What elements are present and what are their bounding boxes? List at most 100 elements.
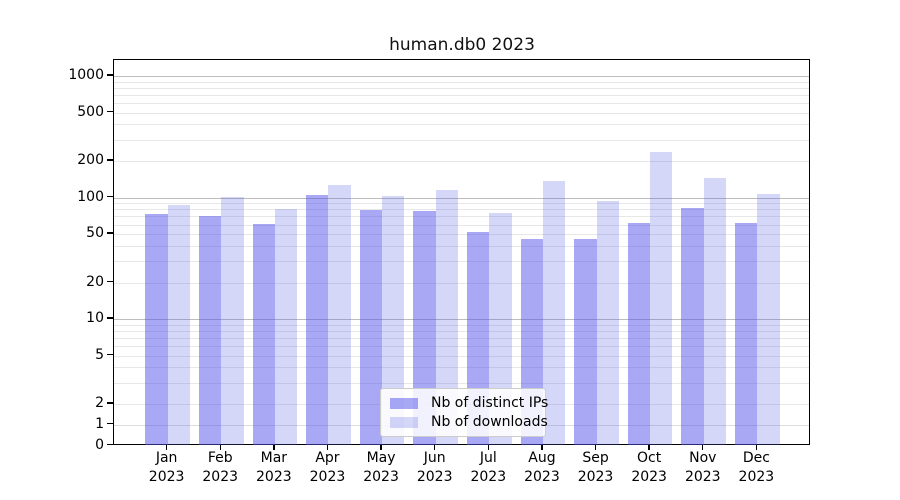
x-tick-mark (541, 445, 543, 450)
y-tick-label: 0 (95, 436, 104, 453)
gridline-minor (114, 87, 809, 89)
gridline-minor (114, 81, 809, 83)
gridline-minor (114, 282, 809, 284)
y-tick-mark (107, 280, 113, 283)
gridline-major (114, 197, 809, 199)
bar-distinct-ips (413, 210, 436, 446)
x-tick-label: Apr 2023 (309, 450, 346, 485)
gridline-minor (114, 203, 809, 205)
gridline-major (114, 76, 809, 78)
gridline-minor (114, 124, 809, 126)
bar-downloads (489, 212, 512, 446)
bar-downloads (382, 196, 405, 446)
bar-downloads (328, 184, 351, 446)
gridline-minor (114, 245, 809, 247)
gridline-minor (114, 112, 809, 114)
bar-downloads (596, 201, 619, 446)
legend-row-distinct-ips: Nb of distinct IPs (390, 395, 548, 411)
y-tick-mark (107, 232, 113, 234)
x-tick-label: Oct 2023 (631, 450, 667, 485)
bar-distinct-ips (198, 215, 222, 446)
legend-swatch-distinct-ips-icon (390, 397, 418, 409)
x-tick-label: Feb 2023 (202, 450, 239, 485)
gridline-minor (114, 355, 809, 357)
x-tick-mark (165, 445, 168, 450)
x-tick-label: Jan 2023 (148, 450, 185, 485)
y-tick-mark (107, 443, 113, 446)
bar-distinct-ips (627, 222, 651, 446)
y-tick-mark (107, 402, 113, 404)
y-tick-label: 10 (86, 310, 104, 327)
y-tick-label: 200 (77, 152, 104, 168)
gridline-minor (114, 367, 809, 369)
bar-distinct-ips (574, 238, 597, 446)
bar-downloads (221, 197, 244, 446)
y-tick-label: 20 (86, 273, 104, 290)
y-tick-label: 100 (77, 188, 104, 205)
y-tick-mark (107, 195, 113, 198)
y-tick-label: 1 (95, 415, 104, 432)
bar-downloads (274, 208, 298, 446)
x-tick-label: Aug 2023 (524, 450, 560, 485)
bar-downloads (167, 204, 190, 446)
bar-distinct-ips (145, 214, 168, 446)
x-tick-mark (487, 445, 489, 450)
x-tick-label: Jul 2023 (470, 450, 507, 485)
x-tick-mark (648, 445, 650, 450)
x-tick-mark (326, 445, 329, 450)
x-tick-mark (273, 445, 275, 450)
gridline-minor (114, 382, 809, 384)
gridline-minor (114, 209, 809, 211)
gridline-minor (114, 330, 809, 332)
x-tick-mark (380, 445, 382, 450)
legend-swatch-downloads-icon (390, 416, 418, 428)
x-tick-label: Nov 2023 (684, 450, 721, 485)
bar-distinct-ips (735, 222, 758, 446)
y-tick-mark (107, 353, 113, 356)
bar-downloads (703, 177, 727, 446)
x-tick-mark (702, 445, 704, 450)
x-tick-label: Dec 2023 (738, 450, 775, 485)
y-tick-label: 50 (86, 225, 104, 242)
x-tick-mark (219, 445, 221, 450)
x-tick-label: Jun 2023 (416, 450, 453, 485)
legend-row-downloads: Nb of downloads (390, 414, 548, 430)
gridline-minor (114, 324, 809, 326)
x-tick-mark (433, 445, 436, 450)
gridline-minor (114, 346, 809, 348)
legend-label-downloads: Nb of downloads (431, 414, 548, 430)
gridline-minor (114, 139, 809, 141)
gridline-minor (114, 261, 809, 263)
y-tick-mark (107, 317, 113, 319)
gridline-minor (114, 224, 809, 226)
y-tick-label: 500 (77, 103, 104, 120)
legend-label-distinct-ips: Nb of distinct IPs (431, 395, 549, 411)
x-tick-label: Mar 2023 (256, 450, 292, 485)
gridline-major (114, 319, 809, 321)
y-tick-mark (107, 110, 113, 113)
bar-downloads (542, 180, 566, 446)
bar-distinct-ips (306, 195, 329, 446)
gridline-minor (114, 337, 809, 339)
y-tick-label: 1000 (68, 67, 104, 84)
bar-distinct-ips (359, 210, 383, 446)
bar-downloads (435, 189, 458, 446)
x-tick-label: Sep 2023 (577, 450, 614, 485)
gridline-minor (114, 103, 809, 105)
y-tick-mark (107, 159, 113, 161)
gridline-minor (114, 161, 809, 162)
gridline-minor (114, 216, 809, 218)
gridline-minor (114, 94, 809, 96)
chart-title: human.db0 2023 (389, 35, 535, 55)
y-tick-label: 5 (95, 346, 104, 363)
bar-downloads (650, 152, 673, 446)
y-tick-mark (107, 74, 113, 76)
x-tick-mark (594, 445, 597, 450)
y-tick-label: 2 (95, 395, 104, 411)
bar-distinct-ips (252, 223, 275, 446)
y-tick-mark (107, 423, 113, 425)
bar-downloads (757, 194, 780, 446)
bar-distinct-ips (681, 208, 704, 446)
x-tick-mark (755, 445, 758, 450)
legend: Nb of distinct IPs Nb of downloads (380, 388, 548, 437)
